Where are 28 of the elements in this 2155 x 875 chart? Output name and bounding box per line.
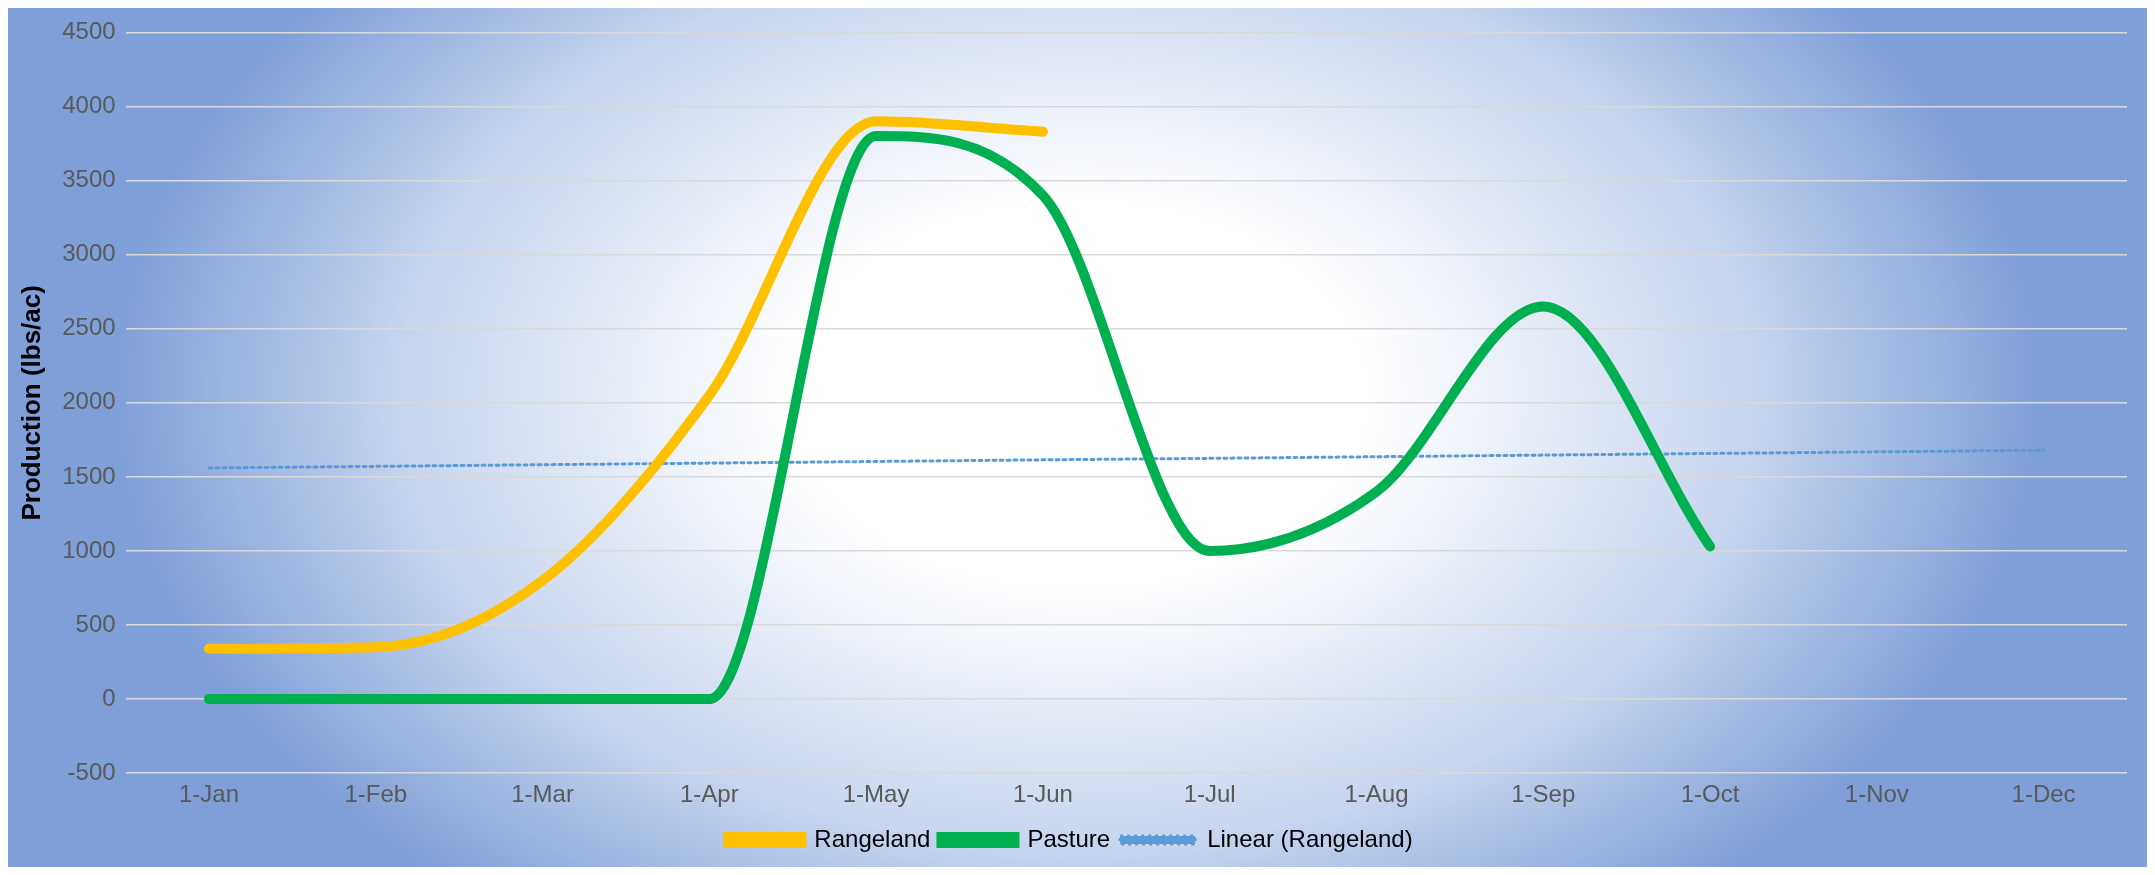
line-series bbox=[207, 448, 2046, 470]
y-tick-label: 0 bbox=[102, 683, 116, 711]
x-tick-label: 1-Nov bbox=[1844, 780, 1909, 808]
y-tick-label: 3000 bbox=[62, 239, 116, 267]
y-tick-label: 4500 bbox=[62, 17, 116, 45]
x-tick-label: 1-Jun bbox=[1012, 780, 1073, 808]
x-tick-label: 1-Jan bbox=[178, 780, 240, 808]
y-tick-label: -500 bbox=[67, 757, 116, 785]
x-tick-label: 1-Dec bbox=[2011, 780, 2076, 808]
x-tick-label: 1-Mar bbox=[511, 780, 574, 808]
y-tick-label: 2500 bbox=[62, 313, 116, 341]
x-tick-label: 1-Feb bbox=[344, 780, 408, 808]
y-axis-title: Production (lbs/ac) bbox=[15, 285, 46, 521]
x-tick-label: 1-Jul bbox=[1183, 780, 1236, 808]
y-tick-label: 4000 bbox=[62, 91, 116, 119]
x-tick-label: 1-Apr bbox=[679, 780, 739, 808]
x-tick-label: 1-May bbox=[842, 780, 910, 808]
x-tick-label: 1-Aug bbox=[1344, 780, 1409, 808]
y-tick-label: 1000 bbox=[62, 535, 116, 563]
x-tick-label: 1-Sep bbox=[1511, 780, 1576, 808]
y-tick-label: 3500 bbox=[62, 165, 116, 193]
x-tick-label: 1-Oct bbox=[1680, 780, 1740, 808]
legend-label: Linear (Rangeland) bbox=[1207, 824, 1413, 852]
y-tick-label: 500 bbox=[75, 609, 116, 637]
y-tick-label: 2000 bbox=[62, 387, 116, 415]
y-tick-label: 1500 bbox=[62, 461, 116, 489]
legend-label: Rangeland bbox=[814, 824, 931, 852]
legend-label: Pasture bbox=[1027, 824, 1111, 852]
